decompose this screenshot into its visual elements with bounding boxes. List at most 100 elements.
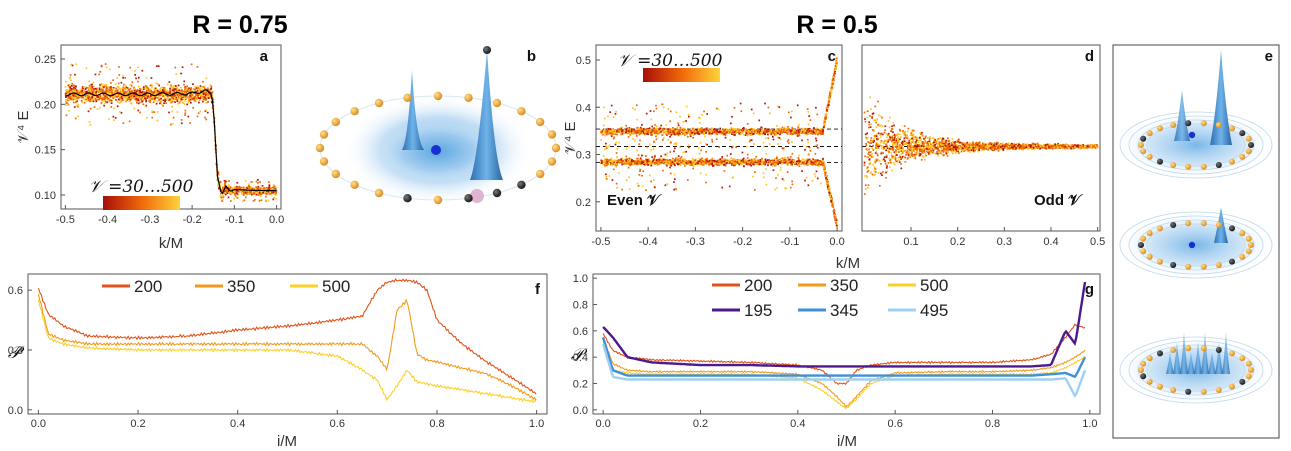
scatter-point (641, 132, 643, 134)
scatter-point (613, 131, 615, 134)
scatter-point (751, 133, 754, 136)
scatter-point (174, 66, 177, 69)
scatter-point (786, 171, 789, 173)
scatter-point (220, 192, 222, 195)
scatter-point (167, 92, 170, 95)
scatter-point (605, 147, 608, 150)
scatter-point (251, 181, 254, 183)
scatter-point (618, 172, 620, 175)
scatter-point (227, 184, 230, 186)
scatter-point (221, 200, 223, 202)
scatter-point (198, 88, 201, 91)
scatter-point (191, 90, 193, 92)
scatter-point (803, 129, 806, 131)
scatter-point (787, 161, 790, 164)
scatter-point (789, 186, 792, 189)
scatter-point (137, 109, 140, 112)
scatter-point (666, 183, 669, 185)
scatter-point (672, 157, 674, 160)
scatter-point (640, 132, 642, 135)
scatter-point (815, 130, 817, 133)
scatter-point (132, 93, 135, 95)
scatter-point (610, 164, 613, 167)
scatter-point (610, 133, 613, 136)
scatter-point (673, 163, 676, 165)
scatter-point (205, 102, 208, 104)
scatter-point (124, 87, 127, 90)
scatter-point (138, 89, 141, 92)
scatter-point (607, 159, 610, 162)
scatter-point (649, 159, 652, 162)
scatter-point (725, 158, 727, 161)
scatter-point (635, 132, 638, 135)
scatter-point (652, 128, 655, 131)
scatter-point (719, 161, 722, 164)
scatter-point (125, 93, 128, 96)
scatter-point (669, 166, 671, 169)
scatter-point (689, 160, 692, 163)
scatter-point (184, 96, 187, 99)
scatter-point (133, 88, 136, 90)
scatter-point (699, 129, 701, 132)
scatter-point (122, 98, 125, 101)
scatter-point (779, 133, 781, 136)
scatter-point (179, 100, 182, 103)
scatter-point (210, 87, 213, 90)
scatter-point (674, 161, 676, 164)
scatter-point (174, 98, 177, 101)
scatter-point (669, 128, 672, 131)
scatter-point (806, 160, 809, 162)
scatter-point (175, 86, 178, 89)
scatter-point (83, 98, 86, 101)
scatter-point (752, 129, 755, 132)
scatter-point (727, 131, 730, 133)
scatter-point (701, 114, 703, 116)
scatter-point (275, 192, 277, 194)
scatter-point (714, 159, 716, 162)
scatter-point (91, 98, 93, 101)
scatter-point (200, 94, 202, 96)
scatter-point (258, 199, 261, 202)
scatter-point (743, 165, 745, 168)
scatter-point (729, 161, 732, 164)
scatter-point (642, 161, 645, 164)
scatter-point (768, 159, 771, 161)
scatter-point (604, 134, 607, 137)
scatter-point (723, 131, 726, 134)
scatter-point (75, 85, 77, 88)
scatter-point (682, 133, 684, 135)
scatter-point (739, 162, 742, 164)
scatter-point (269, 187, 272, 190)
scatter-point (630, 130, 633, 133)
scatter-point (766, 159, 769, 161)
scatter-point (819, 128, 822, 131)
scatter-point (805, 133, 808, 136)
scatter-point (650, 129, 653, 131)
scatter-point (658, 161, 661, 164)
scatter-point (808, 115, 811, 117)
scatter-point (717, 159, 719, 162)
scatter-point (156, 91, 158, 93)
scatter-point (725, 160, 728, 163)
scatter-point (122, 83, 125, 86)
scatter-point (650, 164, 653, 167)
scatter-point (784, 128, 787, 131)
scatter-point (194, 85, 197, 88)
scatter-point (158, 99, 160, 101)
scatter-point (722, 162, 725, 164)
scatter-point (656, 161, 659, 164)
scatter-point (184, 86, 187, 88)
scatter-point (90, 88, 93, 90)
scatter-point (139, 96, 142, 98)
scatter-point (665, 130, 668, 132)
scatter-point (669, 159, 672, 161)
scatter-point (655, 159, 658, 161)
scatter-point (757, 133, 760, 136)
scatter-point (603, 161, 606, 163)
scatter-point (229, 192, 232, 195)
scatter-point (639, 168, 642, 171)
scatter-point (208, 95, 211, 98)
scatter-point (185, 91, 188, 94)
scatter-point (145, 99, 148, 102)
scatter-point (684, 151, 686, 153)
